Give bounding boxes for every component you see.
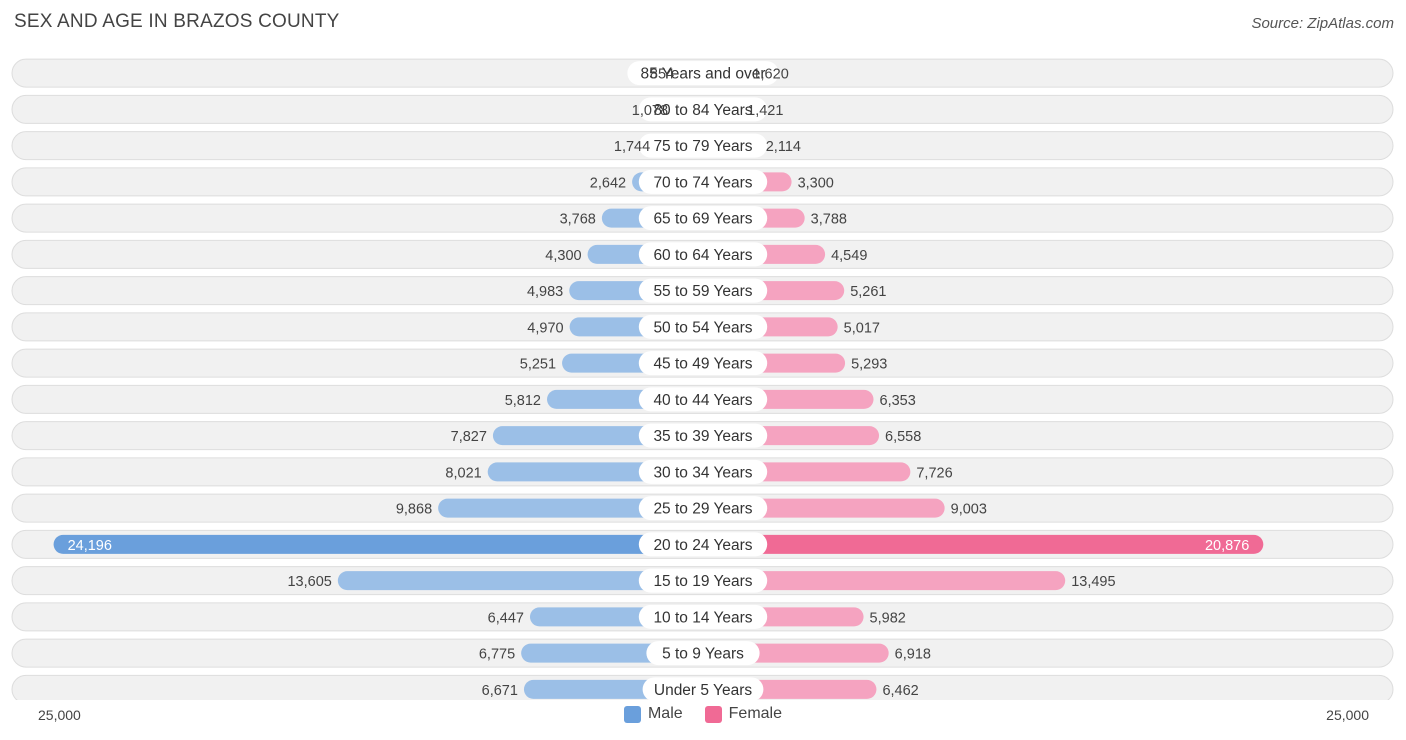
female-value-label: 6,558: [885, 429, 921, 445]
category-label-pill: [638, 532, 768, 557]
male-value-label: 8,021: [445, 465, 481, 481]
male-swatch: [623, 705, 641, 723]
category-label: 75 to 79 Years: [653, 138, 752, 155]
category-label-pill: [638, 604, 768, 629]
legend-item-female: Female: [704, 705, 783, 723]
category-label: 15 to 19 Years: [653, 573, 752, 590]
category-label-pill: [638, 568, 768, 593]
category-label-pill: [638, 242, 768, 267]
female-value-label: 3,300: [798, 175, 834, 191]
male-value-label: 854: [650, 67, 674, 83]
category-label-pill: [638, 314, 768, 339]
female-value-label: 6,353: [880, 393, 916, 409]
male-value-label: 3,768: [560, 212, 596, 228]
male-value-label: 1,078: [632, 103, 668, 119]
female-value-label: 7,726: [916, 465, 952, 481]
category-label-pill: [638, 496, 768, 521]
male-bar: [53, 534, 704, 554]
category-label: 50 to 54 Years: [653, 319, 752, 336]
male-value-label: 6,775: [479, 647, 515, 663]
category-label: 30 to 34 Years: [653, 464, 752, 481]
male-value-label: 24,196: [68, 538, 112, 554]
axis-left-label: 25,000: [38, 707, 81, 723]
category-label-pill: [638, 459, 768, 484]
category-label: 35 to 39 Years: [653, 428, 752, 445]
male-value-label: 6,447: [488, 610, 524, 626]
male-value-label: 4,300: [545, 248, 581, 264]
male-bar: [337, 571, 703, 591]
female-bar: [703, 534, 1264, 554]
source-credit: Source: ZipAtlas.com: [1251, 15, 1394, 32]
female-value-label: 20,876: [1205, 538, 1249, 554]
female-swatch: [704, 705, 722, 723]
category-label: 40 to 44 Years: [653, 392, 752, 409]
category-label-pill: [638, 278, 768, 303]
category-label-pill: [638, 97, 768, 122]
category-label-pill: [638, 387, 768, 412]
legend-female-label: Female: [728, 705, 783, 722]
male-value-label: 4,970: [527, 320, 563, 336]
female-bar: [703, 571, 1066, 591]
legend-item-male: Male: [623, 705, 683, 723]
category-label: 85 Years and over: [641, 66, 766, 83]
category-label: 80 to 84 Years: [653, 102, 752, 119]
category-label-pill: [638, 206, 768, 231]
female-value-label: 5,017: [844, 320, 880, 336]
male-value-label: 1,744: [614, 139, 650, 155]
category-label: 70 to 74 Years: [653, 174, 752, 191]
category-label: 55 to 59 Years: [653, 283, 752, 300]
category-label: 45 to 49 Years: [653, 356, 752, 373]
male-value-label: 13,605: [287, 574, 331, 590]
male-bar: [438, 498, 703, 518]
chart-legend: Male Female: [0, 705, 1406, 723]
category-label-pill: [627, 61, 779, 86]
category-label: 20 to 24 Years: [653, 537, 752, 554]
female-value-label: 3,788: [811, 212, 847, 228]
female-value-label: 1,620: [752, 67, 788, 83]
category-label-pill: [642, 677, 764, 700]
chart-title: SEX AND AGE IN BRAZOS COUNTY: [14, 11, 340, 32]
category-label-pill: [638, 351, 768, 376]
male-value-label: 7,827: [451, 429, 487, 445]
female-value-label: 5,261: [850, 284, 886, 300]
female-value-label: 4,549: [831, 248, 867, 264]
female-value-label: 13,495: [1071, 574, 1115, 590]
female-value-label: 6,462: [882, 683, 918, 699]
category-label: 65 to 69 Years: [653, 211, 752, 228]
female-value-label: 5,293: [851, 357, 887, 373]
category-label: Under 5 Years: [654, 682, 752, 699]
male-value-label: 5,812: [505, 393, 541, 409]
axis-right-label: 25,000: [1326, 707, 1369, 723]
male-value-label: 9,868: [396, 502, 432, 518]
male-value-label: 4,983: [527, 284, 563, 300]
female-value-label: 9,003: [951, 502, 987, 518]
category-label: 25 to 29 Years: [653, 501, 752, 518]
category-label: 10 to 14 Years: [653, 609, 752, 626]
category-label-pill: [638, 423, 768, 448]
male-value-label: 6,671: [482, 683, 518, 699]
category-label-pill: [646, 641, 760, 666]
category-label-pill: [638, 169, 768, 194]
female-value-label: 5,982: [870, 610, 906, 626]
male-value-label: 2,642: [590, 175, 626, 191]
category-label-pill: [638, 133, 768, 158]
female-value-label: 6,918: [895, 647, 931, 663]
female-value-label: 1,421: [747, 103, 783, 119]
category-label: 60 to 64 Years: [653, 247, 752, 264]
male-value-label: 5,251: [520, 357, 556, 373]
legend-male-label: Male: [647, 705, 683, 722]
female-value-label: 2,114: [766, 139, 801, 155]
category-label: 5 to 9 Years: [662, 646, 744, 663]
